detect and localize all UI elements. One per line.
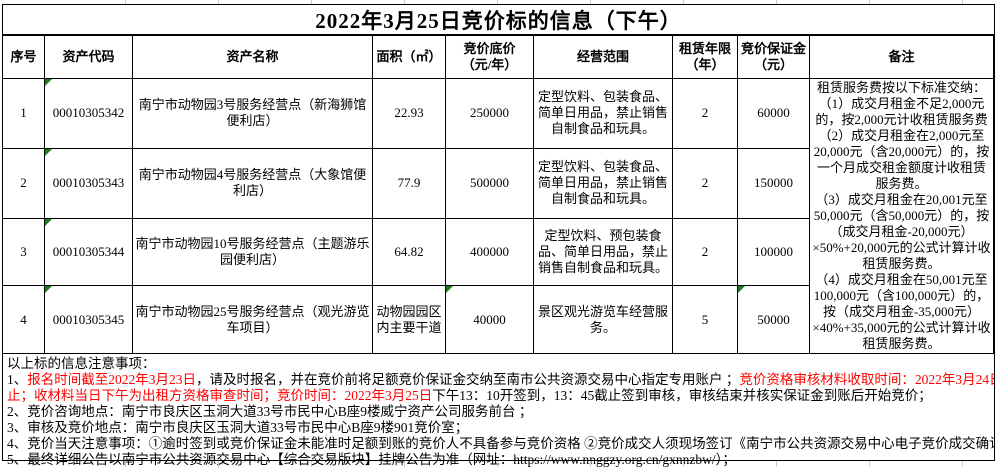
cell-name[interactable]: 南宁市动物园4号服务经营点（大象馆便利店） [132,147,373,219]
auction-info-sheet: 2022年3月25日竞价标的信息（下午） 序号 资产代码 资产名称 面积（㎡） … [2,4,995,467]
cell-deposit[interactable]: 50000 [737,285,810,354]
note-line-1a: 1、报名时间截至2022年3月23日，请及时报名，并在竞价前将足额竞价保证金交纳… [7,372,994,388]
auction-table: 序号 资产代码 资产名称 面积（㎡） 竞价底价 （元/年） 经营范围 租赁年限 … [2,35,994,354]
header-name[interactable]: 资产名称 [132,35,373,79]
gridline-strip-top [0,0,997,4]
note-line-2: 2、竞价咨询地点：南宁市良庆区玉洞大道33号市民中心B座9楼威宁资产公司服务前台… [7,404,533,419]
green-triangle-icon [45,79,52,86]
green-triangle-icon [45,149,52,156]
note-line-4: 4、竞价当天注意事项：①逾时签到或竞价保证金未能准时足额到账的竞价人不具备参与竞… [7,436,994,451]
page-title: 2022年3月25日竞价标的信息（下午） [3,5,994,35]
green-triangle-icon [738,286,745,294]
header-row: 序号 资产代码 资产名称 面积（㎡） 竞价底价 （元/年） 经营范围 租赁年限 … [2,35,994,79]
cell-scope[interactable]: 定型饮料、预包装食品、简单日用品，禁止销售自制食品和玩具。 [533,217,673,287]
header-code[interactable]: 资产代码 [44,35,133,79]
green-triangle-icon [45,219,52,226]
cell-deposit[interactable]: 100000 [737,217,810,287]
cell-area[interactable]: 64.82 [372,217,446,287]
cell-area[interactable]: 77.9 [372,147,446,219]
cell-area[interactable]: 22.93 [372,78,446,149]
header-area[interactable]: 面积（㎡） [372,35,446,79]
table-row: 1 00010305342 南宁市动物园3号服务经营点（新海狮馆便利店） 22.… [2,78,994,354]
cell-deposit[interactable]: 60000 [737,78,810,149]
cell-code[interactable]: 00010305345 [44,285,133,354]
cell-scope[interactable]: 景区观光游览车经营服务。 [533,285,673,354]
cell-scope[interactable]: 定型饮料、包装食品、简单日用品，禁止销售自制食品和玩具。 [533,78,673,149]
green-triangle-icon [446,286,453,294]
cell-years[interactable]: 2 [672,78,738,149]
cell-code[interactable]: 00010305344 [44,217,133,287]
note-line-1b: 止；收材料当日下午为出租方资格审查时间；竞价时间：2022年3月25日下午13：… [7,388,932,403]
header-deposit[interactable]: 竞价保证金 （元） [737,35,810,79]
cell-no[interactable]: 2 [2,147,45,219]
cell-price[interactable]: 400000 [445,217,534,287]
header-remarks[interactable]: 备注 [809,35,994,79]
cell-no[interactable]: 3 [2,217,45,287]
cell-years[interactable]: 2 [672,217,738,287]
deadline-highlight: 报名时间截至2022年3月23日 [27,372,196,387]
cell-name[interactable]: 南宁市动物园3号服务经营点（新海狮馆便利店） [132,78,373,149]
header-price[interactable]: 竞价底价 （元/年） [445,35,534,79]
review-time-highlight: 竞价资格审核材料收取时间：2022年3月24日上午9:00-12:00 [739,372,994,387]
header-no[interactable]: 序号 [2,35,45,79]
cell-remarks[interactable]: 租赁服务费按以下标准交纳： （1）成交月租金不足2,000元的，按2,000元计… [809,78,994,354]
cell-code[interactable]: 00010305342 [44,78,133,149]
cell-code[interactable]: 00010305343 [44,147,133,219]
table-row: 4 00010305345 南宁市动物园25号服务经营点（观光游览车项目） 动物… [2,285,994,354]
cell-area[interactable]: 动物园园区内主要干道 [372,285,446,354]
green-triangle-icon [45,286,52,294]
cell-no[interactable]: 1 [2,78,45,149]
cell-deposit[interactable]: 150000 [737,147,810,219]
notes-heading: 以上标的信息注意事项： [7,356,156,371]
cell-name[interactable]: 南宁市动物园25号服务经营点（观光游览车项目） [132,285,373,354]
table-row: 3 00010305344 南宁市动物园10号服务经营点（主题游乐园便利店） 6… [2,217,994,287]
cell-years[interactable]: 2 [672,147,738,219]
auction-time-highlight: 止；收材料当日下午为出租方资格审查时间；竞价时间：2022年3月25日 [7,388,433,403]
header-years[interactable]: 租赁年限 （年） [672,35,738,79]
note-line-3: 3、审核及竞价地点：南宁市良庆区玉洞大道33号市民中心B座9楼901竞价室； [7,420,469,435]
header-scope[interactable]: 经营范围 [533,35,673,79]
cell-price[interactable]: 250000 [445,78,534,149]
cell-scope[interactable]: 定型饮料、包装食品、简单日用品，禁止销售自制食品和玩具。 [533,147,673,219]
cell-no[interactable]: 4 [2,285,45,354]
cell-years[interactable]: 5 [672,285,738,354]
cell-name[interactable]: 南宁市动物园10号服务经营点（主题游乐园便利店） [132,217,373,287]
table-row: 2 00010305343 南宁市动物园4号服务经营点（大象馆便利店） 77.9… [2,147,994,219]
gridline-strip-bottom [0,461,997,467]
cell-price[interactable]: 500000 [445,147,534,219]
cell-price[interactable]: 40000 [445,285,534,354]
notes-section: 以上标的信息注意事项： 1、报名时间截至2022年3月23日，请及时报名，并在竞… [3,354,994,467]
